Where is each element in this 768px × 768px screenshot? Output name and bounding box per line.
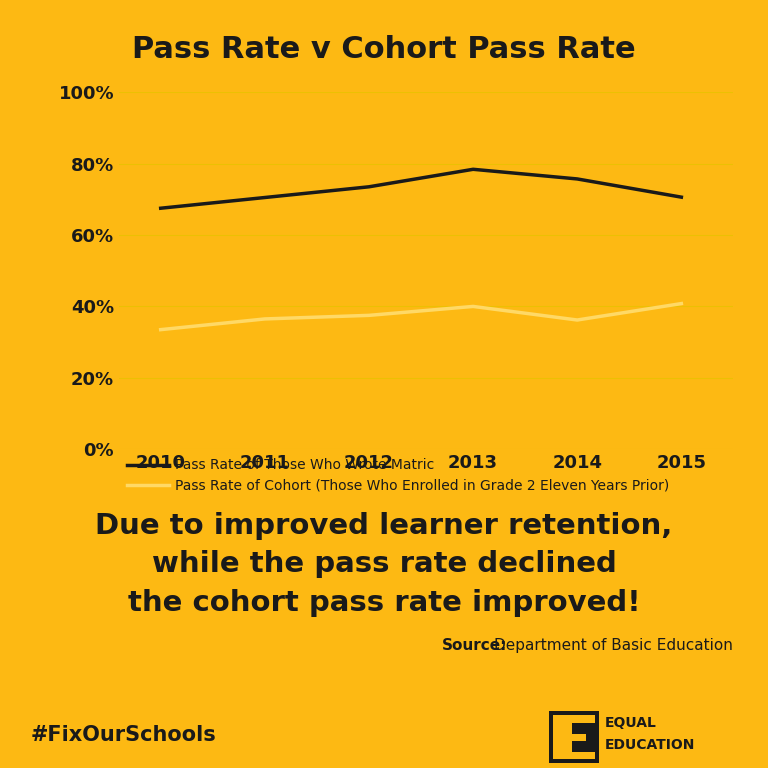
Bar bbox=[553, 715, 572, 760]
Bar bbox=[553, 715, 595, 723]
Text: Pass Rate of Cohort (Those Who Enrolled in Grade 2 Eleven Years Prior): Pass Rate of Cohort (Those Who Enrolled … bbox=[175, 478, 670, 492]
Text: #FixOurSchools: #FixOurSchools bbox=[31, 725, 217, 745]
Text: EDUCATION: EDUCATION bbox=[605, 738, 696, 752]
Text: Pass Rate v Cohort Pass Rate: Pass Rate v Cohort Pass Rate bbox=[132, 35, 636, 65]
Text: Pass Rate of Those Who Wrote Matric: Pass Rate of Those Who Wrote Matric bbox=[175, 458, 435, 472]
Text: the cohort pass rate improved!: the cohort pass rate improved! bbox=[127, 589, 641, 617]
Text: EQUAL: EQUAL bbox=[605, 717, 657, 730]
Text: Due to improved learner retention,: Due to improved learner retention, bbox=[95, 512, 673, 540]
Bar bbox=[553, 734, 585, 741]
Bar bbox=[553, 752, 595, 760]
Text: while the pass rate declined: while the pass rate declined bbox=[151, 551, 617, 578]
Text: Source:: Source: bbox=[442, 637, 507, 653]
Text: Department of Basic Education: Department of Basic Education bbox=[494, 637, 733, 653]
